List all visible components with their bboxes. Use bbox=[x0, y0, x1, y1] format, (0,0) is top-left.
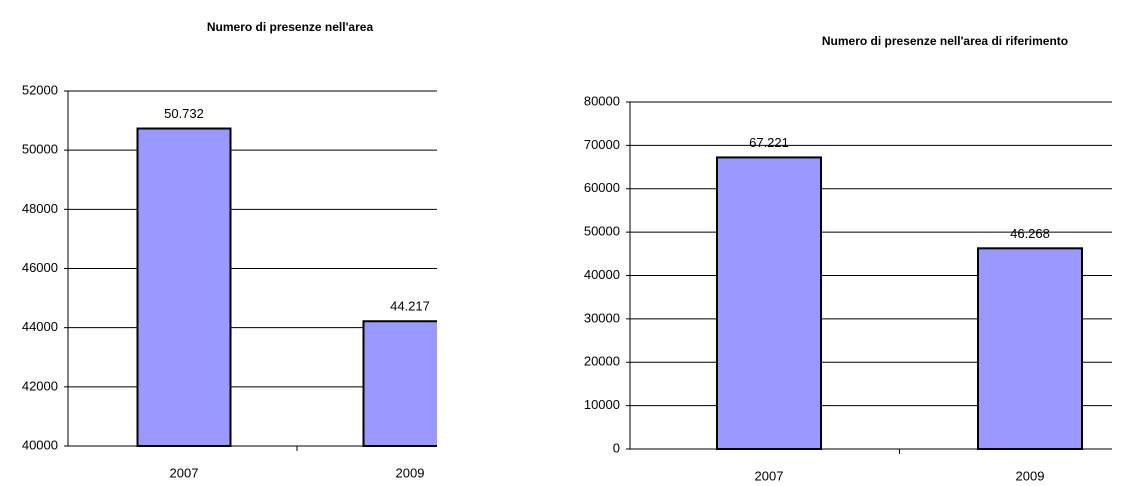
y-tick-label: 40000 bbox=[22, 437, 58, 452]
y-tick-label: 30000 bbox=[584, 310, 620, 325]
value-label: 46.268 bbox=[1010, 226, 1050, 241]
y-tick-label: 0 bbox=[613, 440, 620, 455]
x-tick-label: 2009 bbox=[1016, 468, 1045, 483]
y-tick-label: 50000 bbox=[22, 142, 58, 157]
y-tick-label: 48000 bbox=[22, 201, 58, 216]
y-tick-label: 20000 bbox=[584, 354, 620, 369]
x-tick-label: 2007 bbox=[755, 468, 784, 483]
x-tick-label: 2007 bbox=[170, 465, 199, 480]
y-tick-label: 44000 bbox=[22, 319, 58, 334]
y-tick-label: 52000 bbox=[22, 82, 58, 97]
x-tick-label: 2009 bbox=[396, 465, 425, 480]
y-tick-label: 46000 bbox=[22, 260, 58, 275]
chart: Numero di presenze nell'area di riferime… bbox=[584, 34, 1112, 483]
y-tick-label: 40000 bbox=[584, 267, 620, 282]
value-label: 44.217 bbox=[390, 299, 430, 314]
bar bbox=[716, 156, 822, 450]
y-tick-label: 42000 bbox=[22, 378, 58, 393]
y-tick-label: 50000 bbox=[584, 224, 620, 239]
bar bbox=[977, 247, 1083, 450]
y-tick-label: 10000 bbox=[584, 397, 620, 412]
value-label: 50.732 bbox=[164, 106, 204, 121]
y-tick-label: 60000 bbox=[584, 180, 620, 195]
value-label: 67.221 bbox=[749, 135, 789, 150]
chart-title: Numero di presenze nell'area bbox=[207, 20, 374, 34]
chart: Numero di presenze nell'area 40000 42000 44… bbox=[22, 20, 437, 480]
bar bbox=[362, 320, 437, 447]
y-tick-label: 80000 bbox=[584, 93, 620, 108]
y-tick-label: 70000 bbox=[584, 137, 620, 152]
bar bbox=[136, 127, 232, 448]
chart-title: Numero di presenze nell'area di riferime… bbox=[822, 34, 1068, 48]
